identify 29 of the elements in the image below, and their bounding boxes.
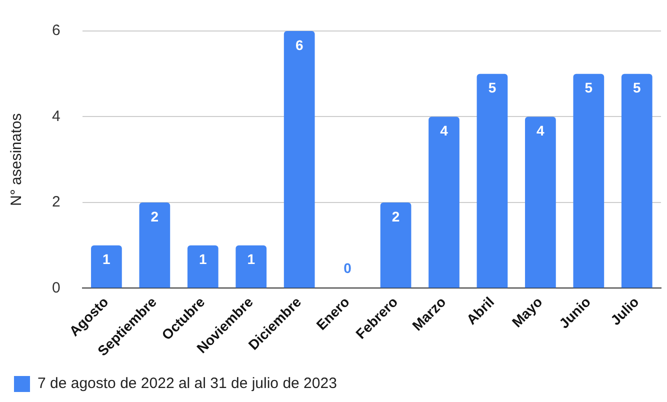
bar bbox=[380, 202, 412, 288]
data-label: 4 bbox=[440, 122, 448, 139]
bar bbox=[428, 116, 460, 288]
y-tick-label: 4 bbox=[52, 108, 60, 125]
bar bbox=[621, 74, 652, 288]
bar bbox=[476, 74, 508, 288]
data-label: 2 bbox=[150, 208, 159, 224]
data-label: 5 bbox=[632, 80, 641, 96]
data-label: 6 bbox=[295, 36, 304, 53]
data-label: 1 bbox=[102, 251, 111, 268]
y-tick-label: 6 bbox=[52, 22, 60, 40]
y-tick-label: 2 bbox=[52, 194, 60, 211]
data-label: 4 bbox=[536, 122, 545, 139]
y-axis-title: N° asesinatos bbox=[8, 113, 26, 206]
bar bbox=[187, 245, 218, 288]
data-label: 1 bbox=[199, 251, 207, 268]
data-label: 1 bbox=[247, 251, 256, 268]
bar bbox=[139, 202, 170, 288]
bar bbox=[91, 245, 122, 288]
bar bbox=[573, 74, 604, 288]
data-label: 5 bbox=[584, 80, 593, 96]
bar bbox=[525, 116, 556, 288]
data-label: 2 bbox=[392, 208, 400, 224]
data-label: 5 bbox=[488, 80, 496, 96]
bar bbox=[236, 245, 267, 288]
y-tick-label: 0 bbox=[52, 279, 60, 296]
legend-label: 7 de agosto de 2022 al al 31 de julio de 2023 bbox=[38, 375, 337, 392]
bar bbox=[284, 31, 315, 288]
data-label: 0 bbox=[344, 260, 352, 276]
